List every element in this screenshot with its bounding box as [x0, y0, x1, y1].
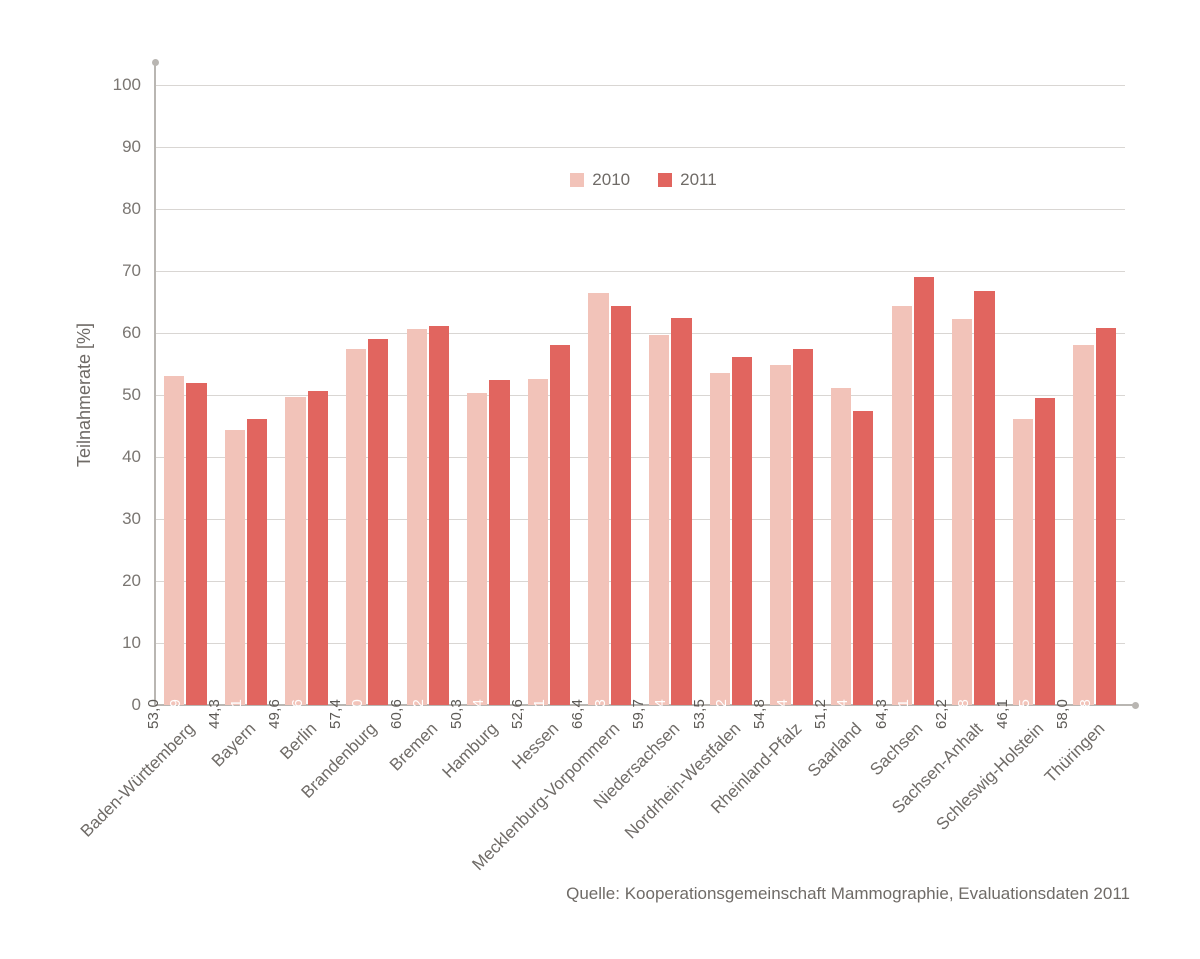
bar-value-label: 60,6 [386, 699, 406, 729]
chart-stage: 010203040506070809010053,051,9Baden-Würt… [0, 0, 1200, 959]
gridline [155, 85, 1125, 86]
bar-2010: 58,0 [1073, 345, 1093, 705]
bar-value-label: 59,7 [629, 699, 649, 729]
x-tick-label: Baden-Württemberg [77, 719, 199, 841]
bar-value-label: 50,3 [447, 699, 467, 729]
legend-item: 2011 [658, 170, 717, 190]
gridline [155, 147, 1125, 148]
y-tick-label: 70 [122, 261, 155, 281]
bar-2011: 59,0 [368, 339, 388, 705]
bar-value-label: 62,2 [932, 699, 952, 729]
bar-2011: 50,6 [308, 391, 328, 705]
bar-2011: 49,5 [1035, 398, 1055, 705]
x-tick-label: Schleswig-Holstein [933, 719, 1049, 835]
bar-2010: 66,4 [588, 293, 608, 705]
bar-value-label: 58,0 [1053, 699, 1073, 729]
legend-label: 2010 [592, 170, 630, 190]
legend-swatch [570, 173, 584, 187]
legend: 2010 2011 [570, 170, 716, 190]
y-tick-label: 80 [122, 199, 155, 219]
bar-2010: 50,3 [467, 393, 487, 705]
bar-value-label: 46,1 [993, 699, 1013, 729]
bar-2011: 66,8 [974, 291, 994, 705]
y-axis-line [154, 63, 156, 705]
bar-value-label: 57,4 [326, 699, 346, 729]
axis-end-dot [152, 59, 159, 66]
bar-value-label: 53,0 [144, 699, 164, 729]
bar-value-label: 53,5 [690, 699, 710, 729]
bar-2011: 46,1 [247, 419, 267, 705]
bar-2011: 51,9 [186, 383, 206, 705]
bar-2011: 52,4 [489, 380, 509, 705]
legend-label: 2011 [680, 170, 717, 190]
bar-value-label: 66,4 [568, 699, 588, 729]
bar-2010: 57,4 [346, 349, 366, 705]
bar-2011: 62,4 [671, 318, 691, 705]
y-tick-label: 30 [122, 509, 155, 529]
legend-item: 2010 [570, 170, 630, 190]
bar-value-label: 44,3 [205, 699, 225, 729]
y-tick-label: 60 [122, 323, 155, 343]
bar-2011: 60,8 [1096, 328, 1116, 705]
bar-2010: 59,7 [649, 335, 669, 705]
y-tick-label: 90 [122, 137, 155, 157]
source-line: Quelle: Kooperationsgemeinschaft Mammogr… [566, 884, 1130, 904]
bar-2010: 52,6 [528, 379, 548, 705]
gridline [155, 209, 1125, 210]
bar-2010: 44,3 [225, 430, 245, 705]
bar-2011: 69,1 [914, 277, 934, 705]
bar-value-label: 54,8 [750, 699, 770, 729]
y-tick-label: 50 [122, 385, 155, 405]
axis-end-dot [1132, 702, 1139, 709]
bar-value-label: 51,2 [811, 699, 831, 729]
bar-2011: 61,2 [429, 326, 449, 705]
x-tick-label: Nordrhein-Westfalen [621, 719, 745, 843]
bar-2011: 58,1 [550, 345, 570, 705]
bar-value-label: 49,6 [265, 699, 285, 729]
bar-2010: 62,2 [952, 319, 972, 705]
bar-2010: 60,6 [407, 329, 427, 705]
bar-2011: 47,4 [853, 411, 873, 705]
bar-2010: 46,1 [1013, 419, 1033, 705]
y-tick-label: 40 [122, 447, 155, 467]
bar-2010: 54,8 [770, 365, 790, 705]
bar-value-label: 64,3 [871, 699, 891, 729]
bar-2011: 56,2 [732, 357, 752, 705]
bar-2010: 53,5 [710, 373, 730, 705]
y-tick-label: 100 [113, 75, 155, 95]
gridline [155, 271, 1125, 272]
y-tick-label: 20 [122, 571, 155, 591]
bar-2010: 53,0 [164, 376, 184, 705]
y-tick-label: 10 [122, 633, 155, 653]
bar-value-label: 52,6 [508, 699, 528, 729]
y-axis-title: Teilnahmerate [%] [74, 323, 95, 467]
bar-2011: 64,3 [611, 306, 631, 705]
bar-2010: 51,2 [831, 388, 851, 705]
legend-swatch [658, 173, 672, 187]
x-tick-label: Thüringen [1041, 719, 1109, 787]
bar-2010: 64,3 [892, 306, 912, 705]
bar-2010: 49,6 [285, 397, 305, 705]
bar-2011: 57,4 [793, 349, 813, 705]
